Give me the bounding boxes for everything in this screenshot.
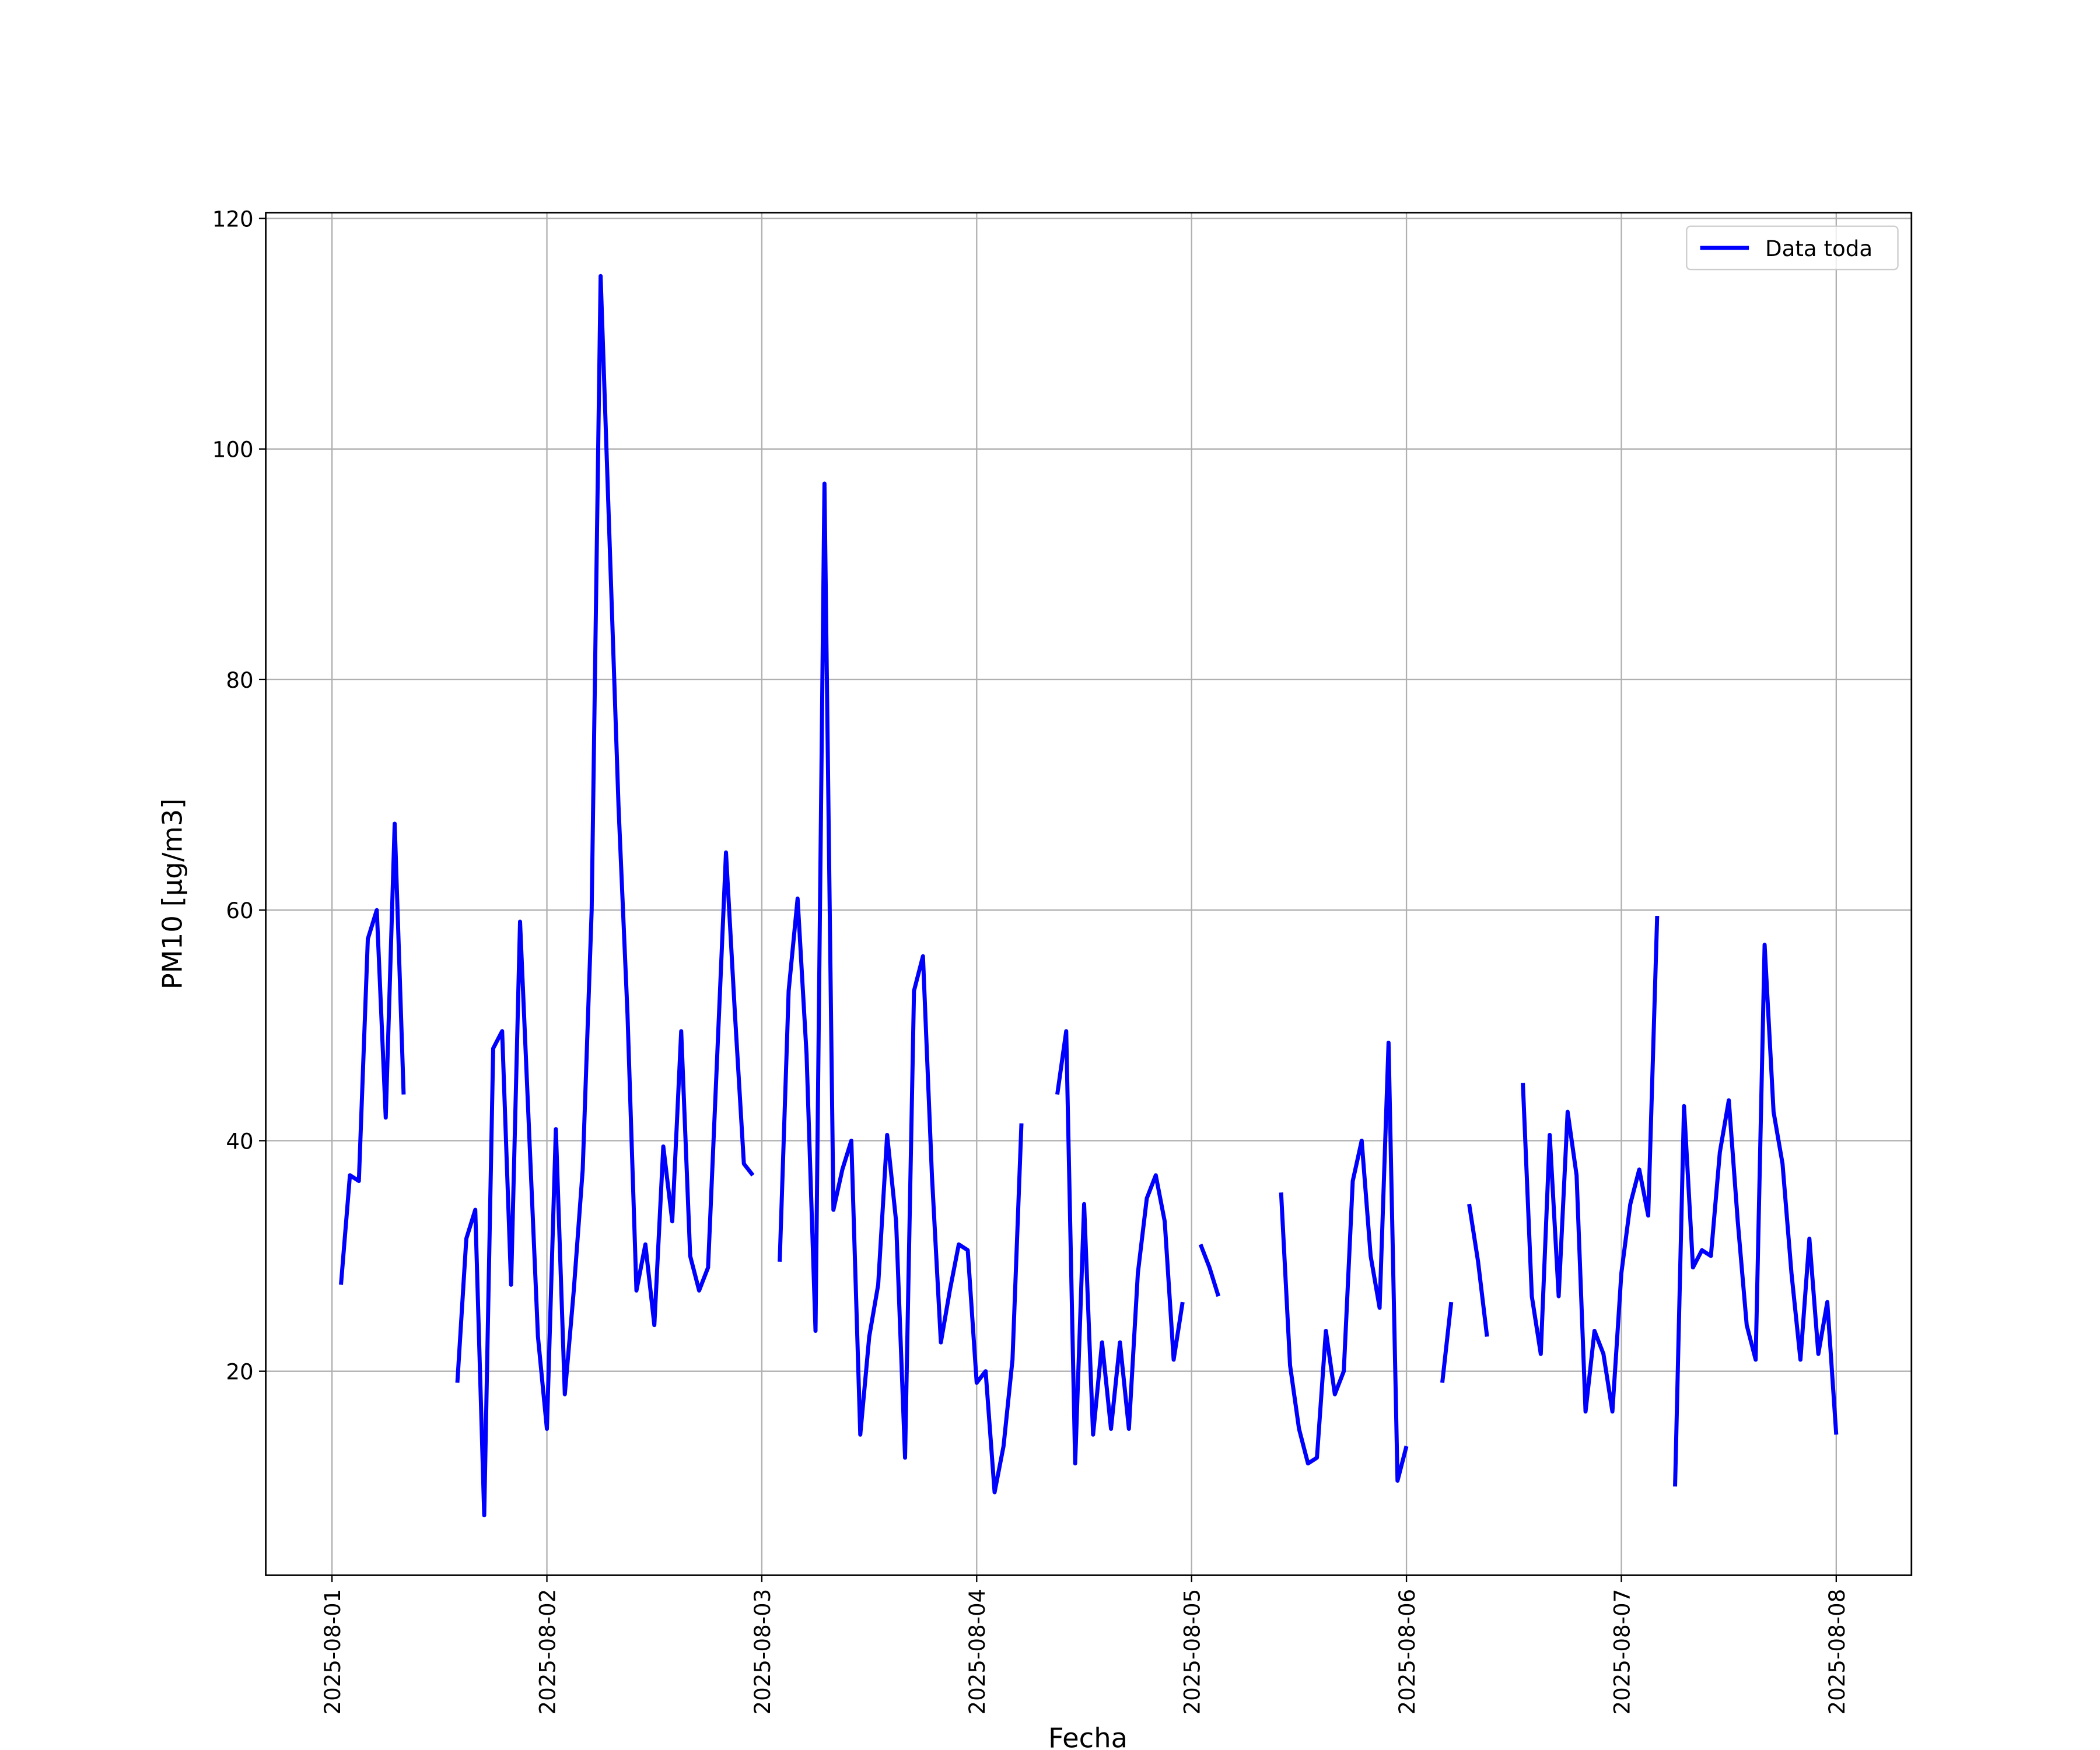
x-tick-label: 2025-08-08 [1825, 1589, 1850, 1715]
y-axis-label: PM10 [μg/m3] [157, 799, 188, 990]
y-tick-label: 80 [226, 668, 253, 693]
x-tick-label: 2025-08-04 [965, 1589, 990, 1715]
y-tick-label: 20 [226, 1360, 253, 1385]
y-tick-label: 100 [212, 438, 254, 463]
x-axis-label: Fecha [1048, 1722, 1128, 1750]
x-tick-label: 2025-08-03 [750, 1589, 775, 1715]
data-line [339, 274, 1839, 1518]
legend-box [1686, 225, 1899, 271]
lines [339, 274, 1839, 1518]
y-tick-label: 120 [212, 206, 254, 232]
x-tick-label: 2025-08-02 [535, 1589, 560, 1715]
x-tick-label: 2025-08-06 [1395, 1589, 1420, 1715]
y-tick-label: 60 [226, 898, 253, 923]
grid [265, 212, 1912, 1576]
legend: Data toda [1686, 225, 1899, 271]
plot-frame [265, 212, 1913, 1576]
x-tick-label: 2025-08-07 [1609, 1589, 1634, 1715]
x-tick-label: 2025-08-01 [320, 1589, 345, 1715]
y-tick-label: 40 [226, 1129, 253, 1154]
x-tick-label: 2025-08-05 [1180, 1589, 1205, 1715]
legend-label: Data toda [1765, 236, 1873, 261]
ticks: 20 40 60 80 100 120 2025-08-01 2025-08-02 2025-0… [212, 206, 1850, 1714]
